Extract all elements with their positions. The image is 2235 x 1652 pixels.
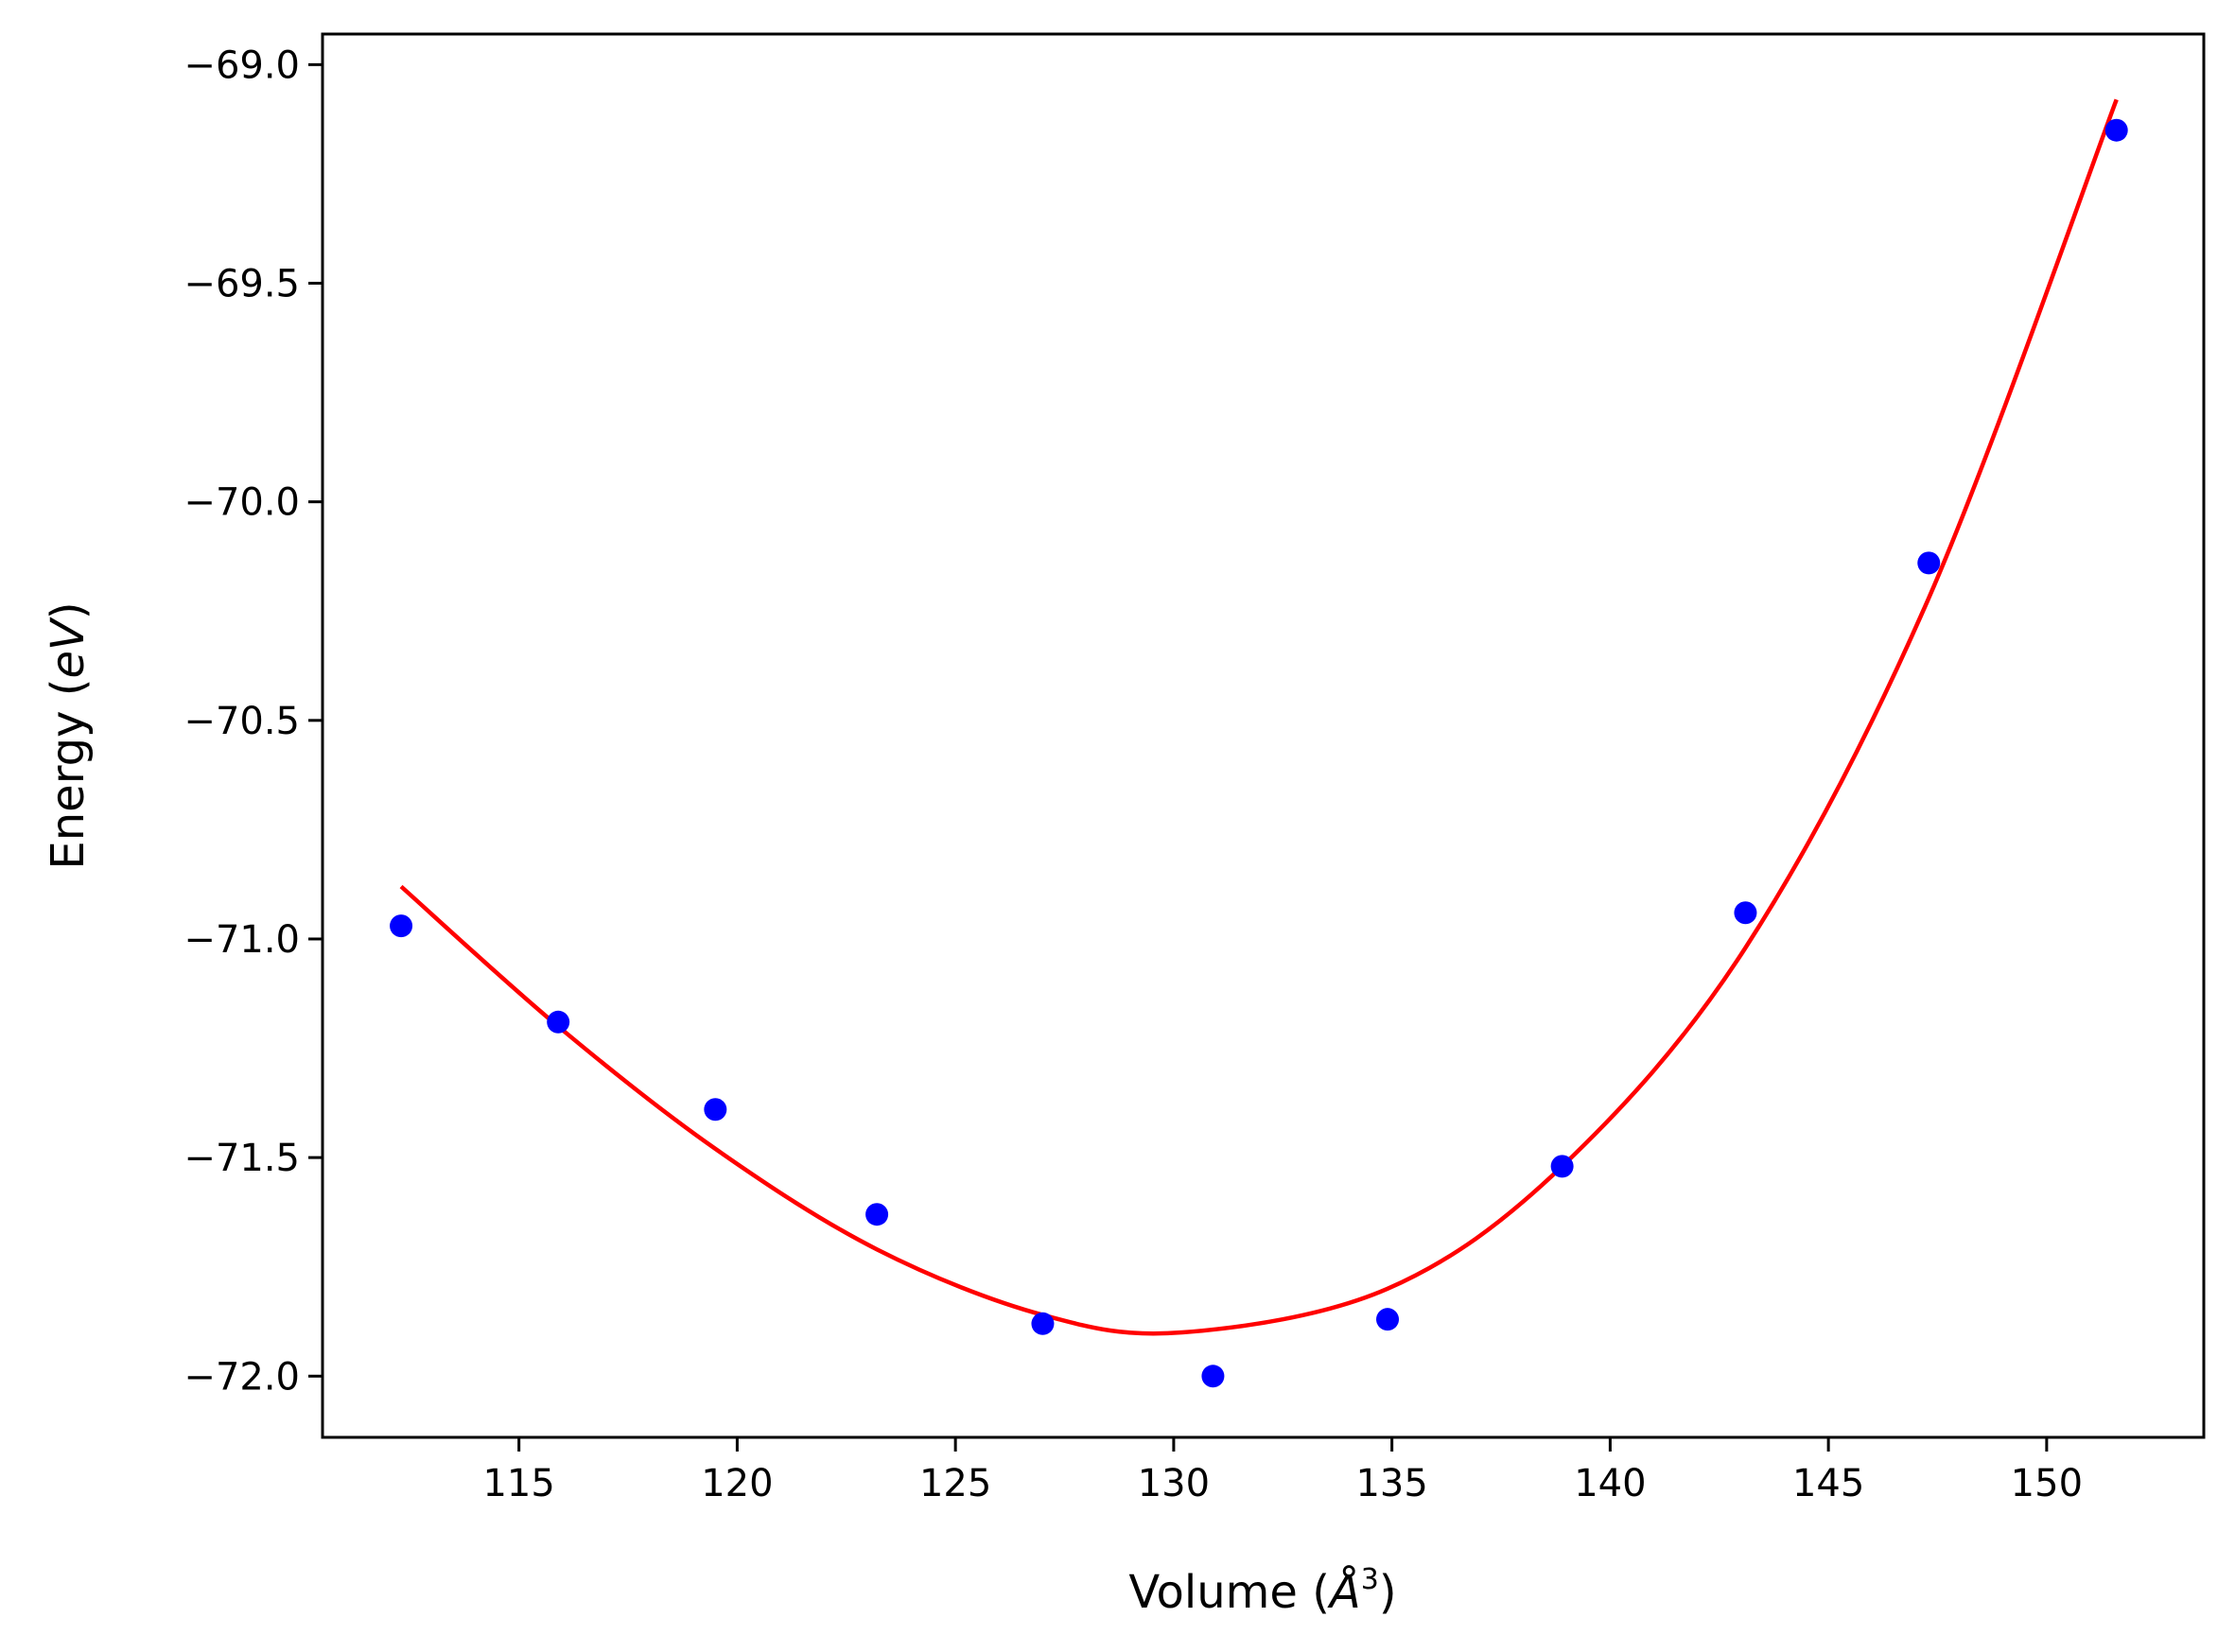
- data-point: [1201, 1365, 1225, 1388]
- x-tick-label: 135: [1355, 1462, 1427, 1505]
- data-point: [1031, 1312, 1055, 1335]
- data-point: [704, 1098, 727, 1122]
- y-tick-label: −71.5: [183, 1137, 300, 1180]
- x-tick-label: 145: [1792, 1462, 1864, 1505]
- x-axis-ticks: 115 120 125 130 135 140 145 150: [482, 1437, 2083, 1505]
- x-tick-label: 115: [482, 1462, 554, 1505]
- fit-curve: [399, 98, 2119, 1336]
- plot-layer: [390, 98, 2128, 1388]
- y-tick-label: −70.0: [183, 481, 300, 525]
- data-point: [865, 1203, 889, 1226]
- y-tick-label: −71.0: [183, 918, 300, 962]
- y-tick-label: −69.0: [183, 43, 300, 87]
- x-tick-label: 120: [701, 1462, 773, 1505]
- data-point: [390, 914, 413, 938]
- y-tick-label: −72.0: [183, 1355, 300, 1399]
- x-tick-label: 130: [1138, 1462, 1210, 1505]
- x-tick-label: 150: [2011, 1462, 2083, 1505]
- data-point: [1376, 1308, 1400, 1331]
- data-point: [1917, 551, 1941, 575]
- x-tick-label: 140: [1574, 1462, 1646, 1505]
- y-tick-label: −69.5: [183, 263, 300, 306]
- y-axis-ticks: −69.0 −69.5 −70.0 −70.5 −71.0 −71.5 −72.0: [183, 43, 323, 1399]
- data-point: [547, 1010, 570, 1034]
- x-tick-label: 125: [919, 1462, 991, 1505]
- data-point: [1550, 1155, 1574, 1178]
- data-point: [1734, 901, 1757, 925]
- x-axis-label: Volume (Å3): [1128, 1563, 1396, 1619]
- plot-frame: [321, 32, 2206, 1439]
- y-tick-label: −70.5: [183, 700, 300, 743]
- y-axis-label: Energy (eV): [42, 601, 95, 869]
- data-point: [2104, 118, 2128, 142]
